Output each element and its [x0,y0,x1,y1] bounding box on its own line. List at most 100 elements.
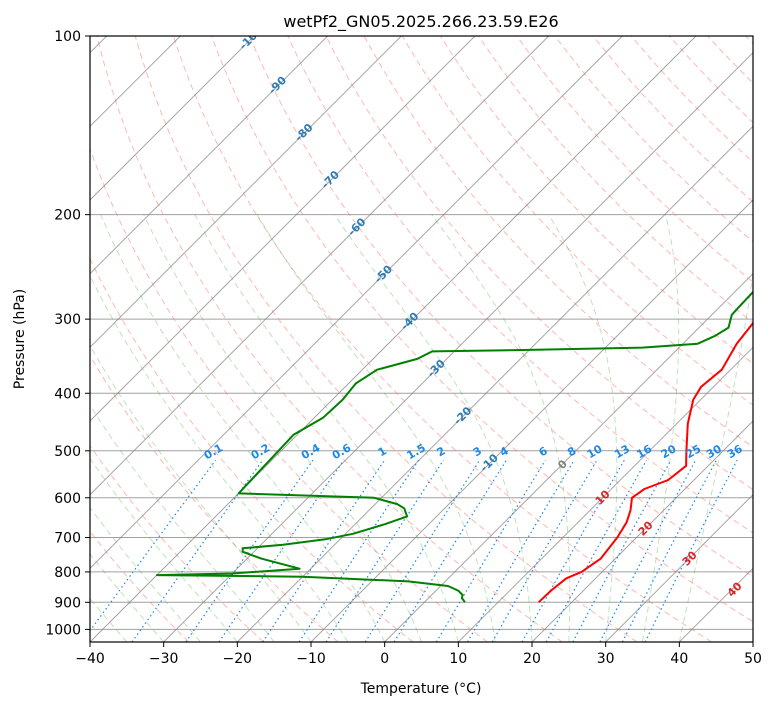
mixing-ratio-line [90,459,217,632]
isotherm-label: -100 [237,24,266,53]
y-tick-label: 200 [54,208,81,224]
y-tick-label: 300 [54,312,81,328]
mixing-ratio-label: 1.5 [405,441,428,462]
y-tick-label: 900 [54,595,81,611]
mixing-ratio-label: 8 [565,444,578,459]
moist-adiabat [431,214,571,642]
moist-adiabat [90,274,349,642]
isotherm-line [752,641,753,642]
mixing-ratio-label: 1 [376,444,389,459]
isotherm-label: -90 [266,74,289,97]
dry-adiabat [516,36,753,283]
isotherm-line [90,36,329,275]
x-tick-label: 30 [597,651,615,667]
dry-adiabat [90,147,488,642]
moist-adiabat [334,214,533,642]
dry-adiabat [211,36,753,623]
moist-adiabat [143,214,422,642]
mixing-ratio-line [435,459,546,642]
x-tick-label: 10 [449,651,467,667]
mixing-ratio-line [262,459,386,642]
moist-adiabat [90,553,165,642]
y-axis-label: Pressure (hPa) [12,289,28,389]
x-tick-label: 20 [523,651,541,667]
mixing-ratio-label: 2 [435,444,448,459]
mixing-ratio-label: 16 [634,442,654,461]
dry-adiabat [134,36,638,642]
isotherm-label: -70 [319,168,342,191]
isotherm-line [457,346,753,642]
mixing-ratio-line [325,459,444,642]
dry-adiabat [90,444,264,642]
isotherm-line [384,272,753,642]
dry-adiabat [325,36,753,491]
dry-adiabat [401,36,753,406]
mixing-ratio-label: 10 [585,442,605,461]
mixing-ratio-label: 36 [725,442,745,461]
mixing-ratio-label: 0.6 [330,441,354,462]
dry-adiabat [745,36,753,45]
dry-adiabat [478,36,753,324]
dry-adiabat [249,36,753,578]
mixing-ratio-label: 13 [612,442,632,461]
mixing-ratio-label: 0.4 [299,441,323,462]
mixing-ratio-line [572,459,672,642]
y-tick-label: 100 [54,29,81,45]
y-tick-label: 800 [54,565,81,581]
plot-frame [89,35,754,643]
mixing-ratio-line [131,459,264,642]
dry-adiabat [90,530,190,642]
moist-adiabat [100,214,386,642]
isotherm-line [90,36,476,422]
mixing-ratio-line [185,459,314,642]
isotherm-line [90,36,550,496]
dry-adiabat [96,36,563,642]
moist-adiabat [90,344,312,642]
mixing-ratio-label: 3 [471,444,484,459]
dry-adiabat [630,36,753,163]
isotherm-line [310,199,753,642]
isotherm-line [90,36,697,642]
x-tick-label: −30 [149,651,179,667]
y-tick-label: 1000 [45,622,81,638]
mixing-ratio-line [364,459,481,642]
isotherm-label: 40 [725,579,745,599]
dry-adiabat [90,257,414,642]
dewpoint-profile-line [155,289,753,603]
isotherm-line [531,420,753,642]
mixing-ratio-line [521,459,625,642]
dry-adiabat [172,36,712,642]
moist-adiabat [194,214,459,642]
isotherm-label: -30 [425,357,448,380]
dry-adiabat [592,36,753,203]
y-tick-label: 500 [54,444,81,460]
x-tick-label: 50 [744,651,762,667]
moist-adiabat [90,404,275,642]
mixing-ratio-line [491,459,598,642]
chart-title: wetPf2_GN05.2025.266.23.59.E26 [283,12,558,32]
dry-adiabat [90,354,339,642]
x-tick-label: −10 [296,651,326,667]
isotherm-line [236,125,753,642]
isotherm-line [90,36,402,349]
y-tick-label: 600 [54,491,81,507]
mixing-ratio-label: 20 [659,442,679,461]
dry-adiabat [554,36,753,243]
moist-adiabat [642,214,680,642]
x-tick-label: −20 [223,651,253,667]
moist-adiabat [548,214,618,642]
x-axis-label: Temperature (°C) [360,681,482,697]
isotherm-label: -40 [398,310,421,333]
x-tick-label: −40 [75,651,105,667]
x-tick-label: 40 [670,651,688,667]
mixing-ratio-line [466,459,575,642]
mixing-ratio-label: 4 [498,444,511,459]
y-tick-label: 700 [54,531,81,547]
mixing-ratio-line [298,459,419,642]
mixing-ratio-line [218,459,345,642]
y-tick-label: 400 [54,386,81,402]
x-tick-label: 0 [380,651,389,667]
isotherm-line [678,567,753,642]
temperature-profile-line [537,321,753,604]
